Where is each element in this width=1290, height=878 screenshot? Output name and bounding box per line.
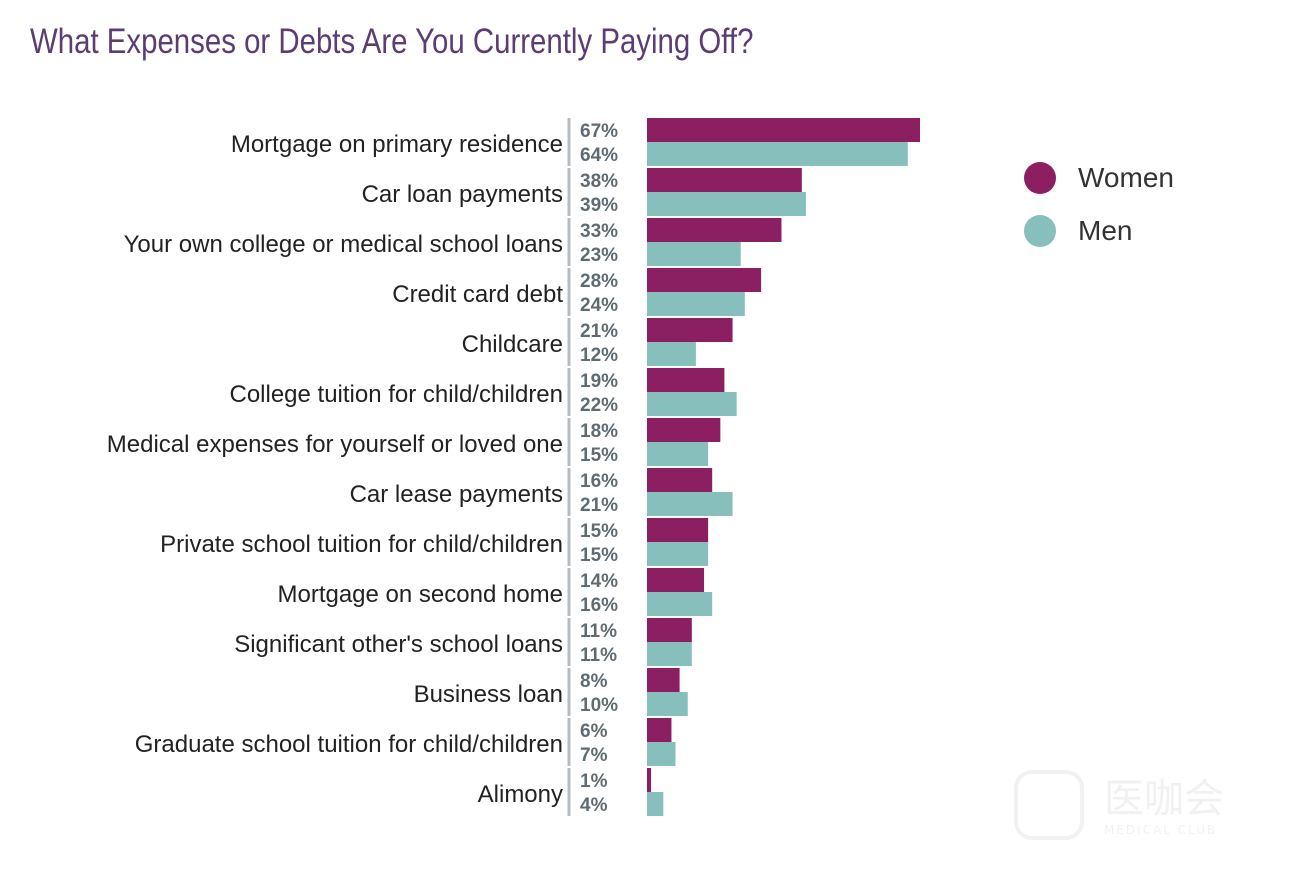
value-label-women: 28% [580,271,618,292]
value-label-men: 39% [580,195,618,216]
legend-label-men: Men [1078,215,1132,246]
value-label-women: 6% [580,721,608,742]
bar-women [647,668,680,692]
category-labels: Mortgage on primary residence Car loan pa… [107,131,564,808]
watermark-logo: 医咖会 MEDICAL CLUB [1014,770,1224,840]
legend-marker-men [1024,215,1056,247]
value-label-men: 15% [580,445,618,466]
bar-women [647,768,652,792]
category-label: Car lease payments [350,481,563,508]
value-label-women: 21% [580,321,618,342]
category-label: Private school tuition for child/childre… [160,531,563,558]
bar-men [647,342,696,366]
category-label: Mortgage on primary residence [231,131,563,158]
category-label: Your own college or medical school loans [124,231,563,258]
category-label: Graduate school tuition for child/childr… [135,731,563,758]
legend: Women Men [1024,162,1174,247]
value-label-men: 22% [580,395,618,416]
value-label-women: 1% [580,771,608,792]
value-label-men: 4% [580,795,608,816]
legend-marker-women [1024,162,1056,194]
value-label-men: 10% [580,695,618,716]
value-label-men: 12% [580,345,618,366]
legend-label-women: Women [1078,162,1174,193]
category-label: Business loan [414,681,563,708]
value-label-men: 11% [580,645,617,666]
bar-men [647,492,733,516]
value-label-men: 64% [580,145,618,166]
bar-women [647,568,705,592]
category-label: Mortgage on second home [277,581,563,608]
bar-men [647,392,737,416]
value-label-women: 38% [580,171,618,192]
chart-title: What Expenses or Debts Are You Currently… [30,22,754,61]
watermark-text: 医咖会 [1104,776,1224,822]
value-label-women: 15% [580,521,618,542]
bar-women [647,518,709,542]
bar-women [647,418,721,442]
value-label-men: 7% [580,745,608,766]
bar-men [647,792,664,816]
value-label-men: 23% [580,245,618,266]
category-label: Medical expenses for yourself or loved o… [107,431,563,458]
value-label-men: 21% [580,495,618,516]
category-label: College tuition for child/children [229,381,563,408]
value-label-women: 67% [580,121,618,142]
bar-women [647,218,782,242]
value-label-men: 16% [580,595,618,616]
bar-men [647,292,745,316]
bar-women [647,618,692,642]
category-label: Childcare [462,331,563,358]
bar-women [647,368,725,392]
value-label-women: 11% [580,621,617,642]
category-label: Alimony [478,781,563,808]
bar-women [647,318,733,342]
value-labels: 67% 64% 38% 39% 33% 23% 28% 24% 21% 12% 19% 22% 18% 1… [580,121,618,816]
category-label: Significant other's school loans [234,631,563,658]
bar-men [647,242,741,266]
bar-women [647,168,802,192]
value-label-women: 19% [580,371,618,392]
category-label: Credit card debt [392,281,563,308]
bar-women [647,718,672,742]
bar-men [647,742,676,766]
value-label-women: 8% [580,671,608,692]
bar-men [647,642,692,666]
bar-men [647,192,806,216]
value-label-women: 14% [580,571,618,592]
bar-men [647,692,688,716]
bar-women [647,468,713,492]
bar-men [647,592,713,616]
value-label-women: 16% [580,471,618,492]
bar-women [647,268,762,292]
bars [647,118,920,816]
watermark-subtext: MEDICAL CLUB [1104,823,1217,837]
bar-men [647,142,908,166]
value-label-men: 24% [580,295,618,316]
bar-women [647,118,920,142]
bar-men [647,442,709,466]
value-label-women: 18% [580,421,618,442]
value-label-women: 33% [580,221,618,242]
bar-men [647,542,709,566]
category-label: Car loan payments [362,181,563,208]
value-label-men: 15% [580,545,618,566]
